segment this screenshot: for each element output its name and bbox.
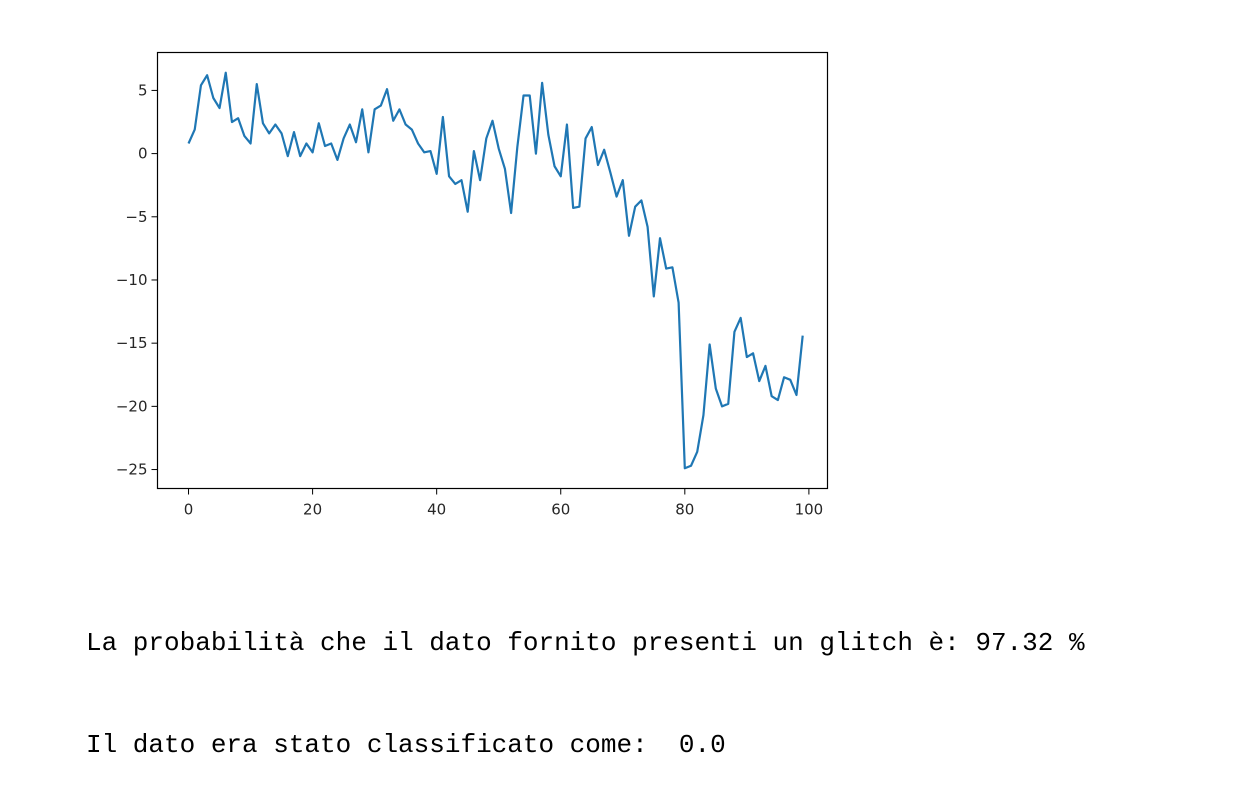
series-line [187,71,804,470]
y-tick-label: −10 [116,271,148,289]
plot-area-frame [156,51,829,490]
tick-labels: 0 20 40 60 80 100 5 0 −5 −10 −15 −20 −25 [116,81,823,518]
y-tick-label: −20 [116,397,148,415]
series-layer [187,71,804,470]
y-tick-label: −15 [116,334,148,352]
line-chart: 0 20 40 60 80 100 5 0 −5 −10 −15 −20 −25 [116,51,829,519]
x-tick-label: 100 [795,501,824,519]
y-tick-label: 0 [138,145,148,163]
glitch-probability-text: La probabilità che il dato fornito prese… [86,628,1085,658]
classification-text: Il dato era stato classificato come: 0.0 [86,730,726,760]
x-tick-label: 0 [184,501,194,519]
x-tick-label: 60 [551,501,570,519]
cell-output: La probabilità che il dato fornito prese… [86,558,1085,796]
x-tick-label: 80 [675,501,694,519]
x-tick-label: 40 [427,501,446,519]
y-tick-label: 5 [138,81,148,99]
y-tick-label: −25 [116,461,148,479]
y-tick-label: −5 [125,208,147,226]
x-tick-label: 20 [303,501,322,519]
tick-marks [151,89,810,495]
